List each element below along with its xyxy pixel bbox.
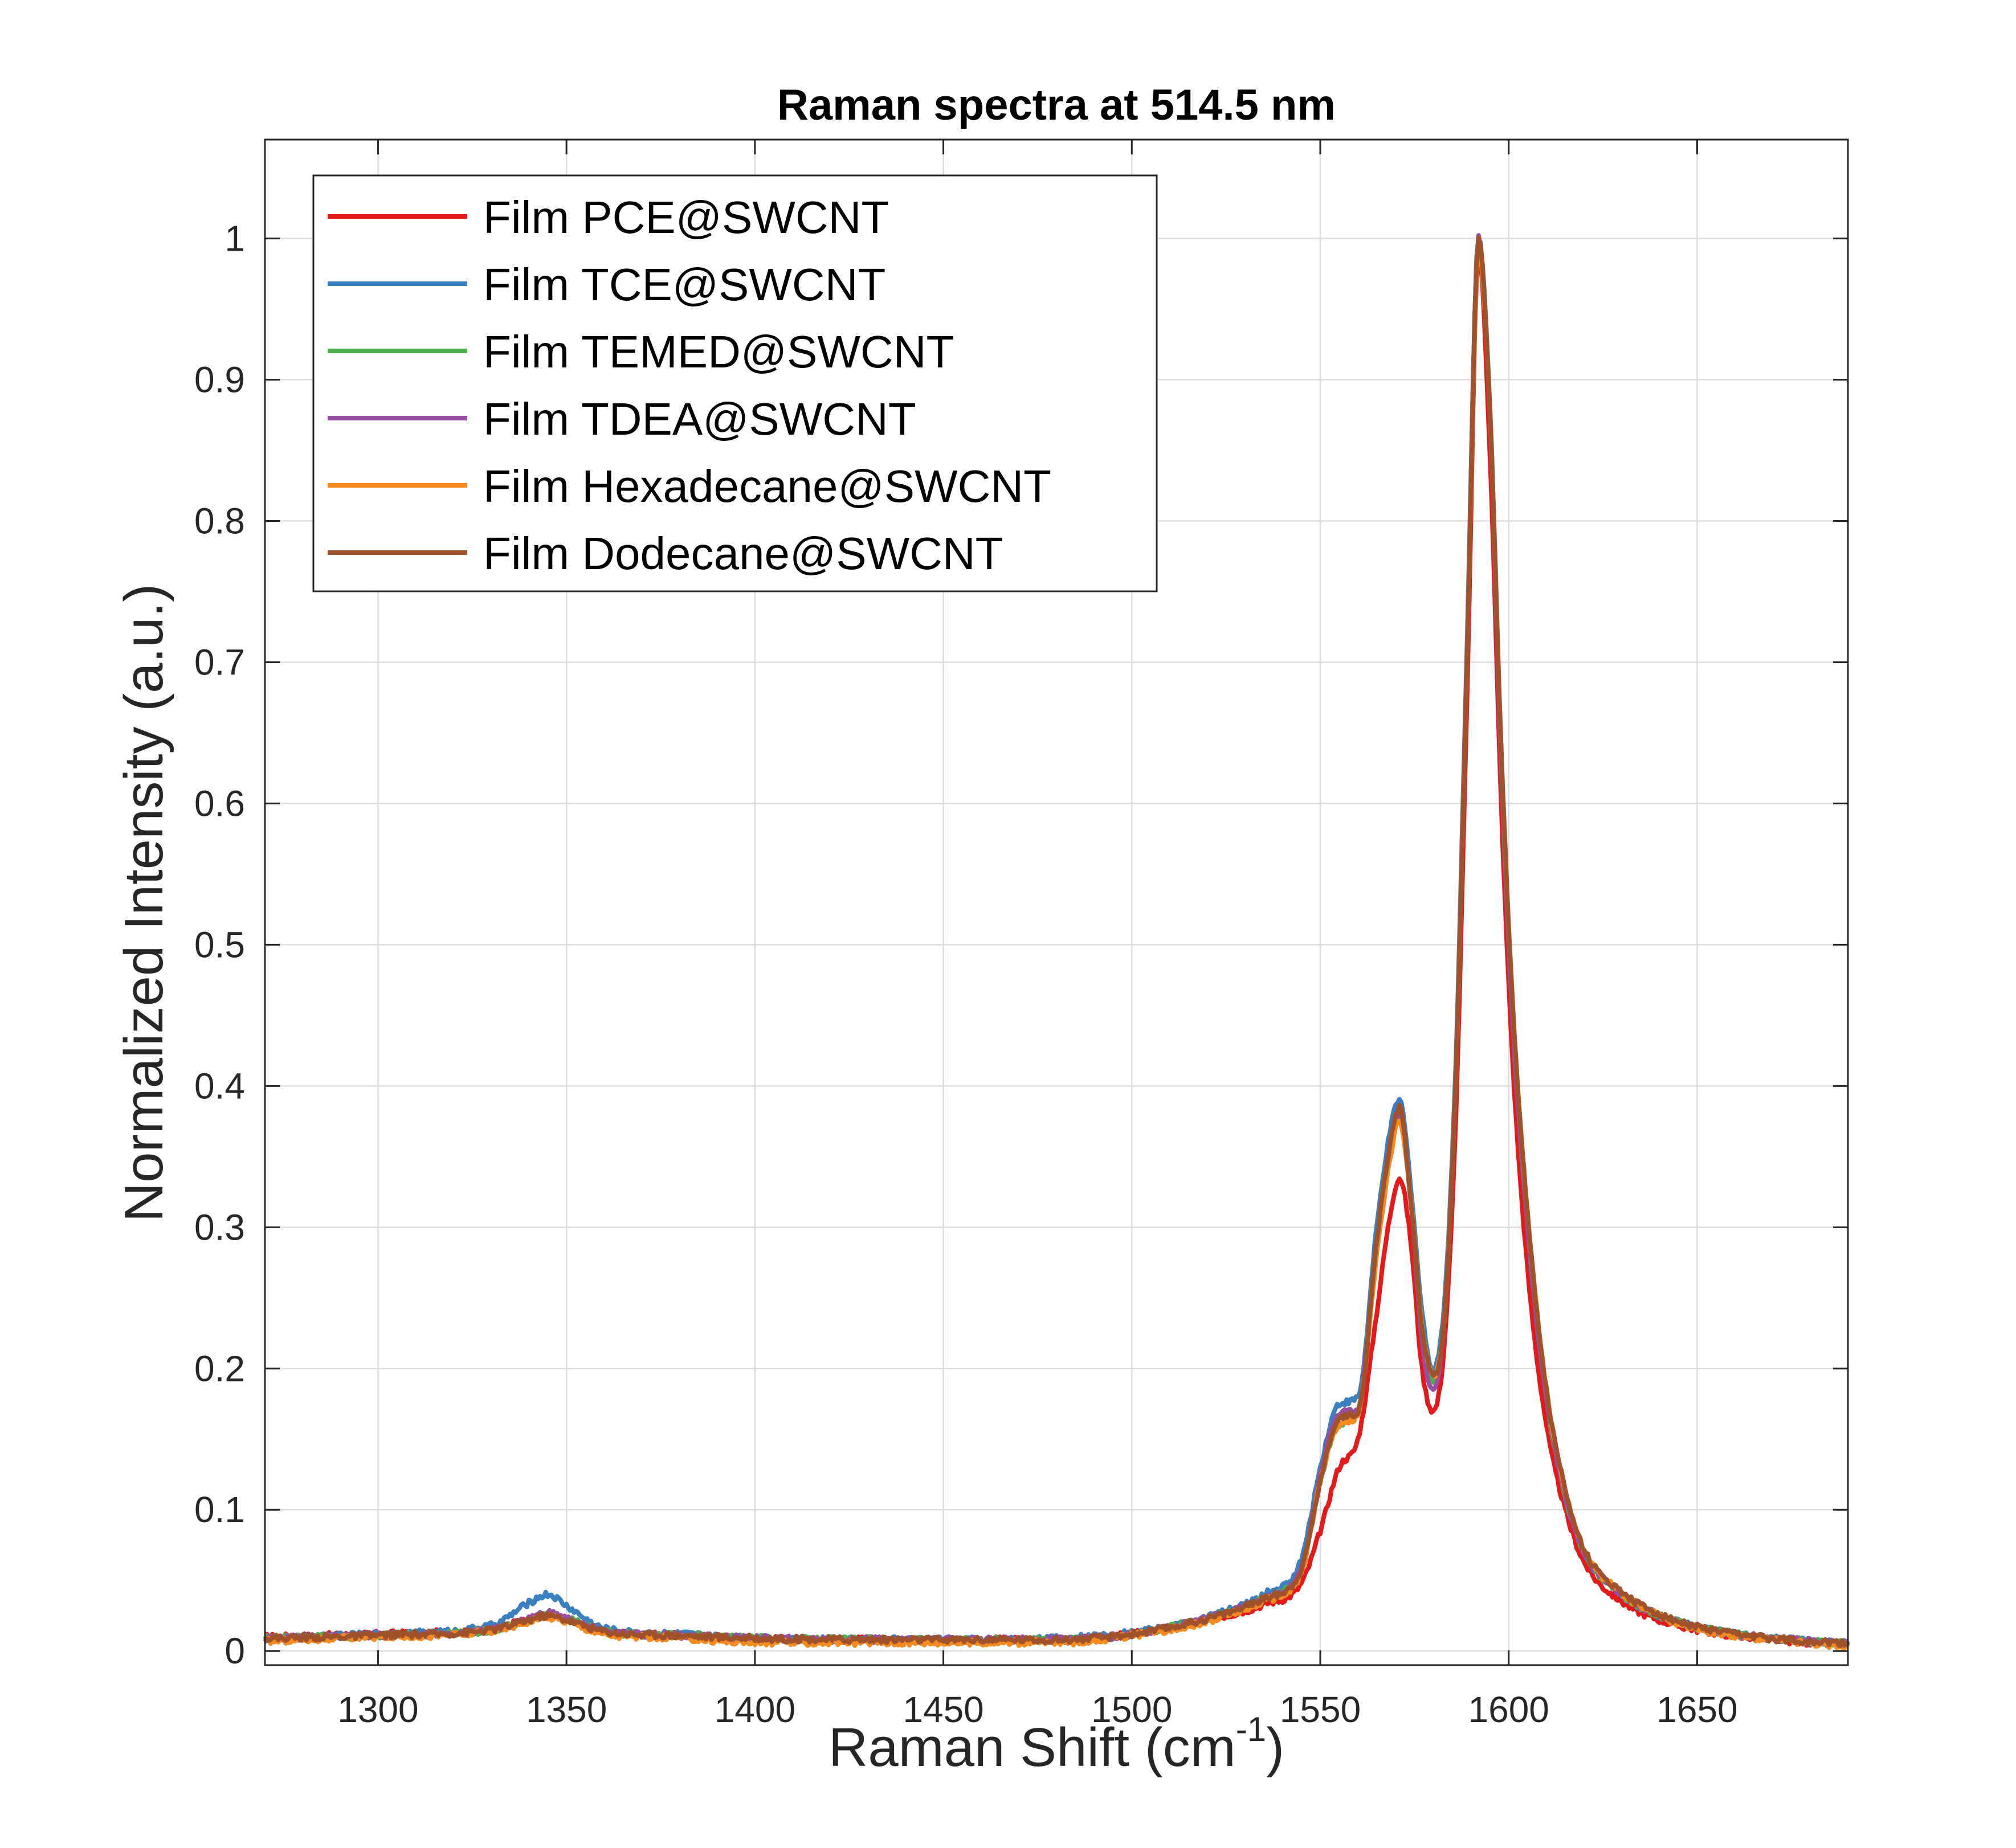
y-tick-label: 0.9 (194, 359, 245, 400)
legend-item: Film Dodecane@SWCNT (328, 528, 1003, 579)
y-tick-label: 0.1 (194, 1489, 245, 1530)
x-tick-label: 1550 (1280, 1689, 1361, 1730)
legend-label: Film TCE@SWCNT (483, 259, 885, 310)
y-tick-label: 0.6 (194, 783, 245, 824)
series-lines (263, 233, 1850, 1651)
y-tick-label: 1 (225, 218, 245, 259)
x-tick-label: 1300 (337, 1689, 418, 1730)
y-tick-label: 0.5 (194, 924, 245, 965)
x-tick-label: 1500 (1091, 1689, 1172, 1730)
legend-item: Film TEMED@SWCNT (328, 326, 954, 377)
y-tick-label: 0.7 (194, 641, 245, 682)
legend-label: Film Hexadecane@SWCNT (483, 461, 1051, 512)
legend-item: Film TDEA@SWCNT (328, 394, 916, 444)
axis-ticks (265, 140, 1848, 1665)
x-axis-label-main: Raman Shift (cm (829, 1717, 1236, 1778)
x-tick-label: 1600 (1468, 1689, 1549, 1730)
axis-tick-labels: 1300 1350 1400 1450 1500 1550 1600 1650 0 0.1 0.2 0… (194, 218, 1738, 1730)
chart-title: Raman spectra at 514.5 nm (777, 81, 1336, 129)
y-tick-label: 0 (225, 1630, 245, 1671)
x-tick-label: 1650 (1656, 1689, 1737, 1730)
x-tick-label: 1400 (715, 1689, 795, 1730)
legend-item: Film Hexadecane@SWCNT (328, 461, 1051, 512)
legend-box (312, 174, 1158, 592)
series-line-film-dodecane-swcnt (263, 235, 1850, 1649)
x-tick-label: 1350 (526, 1689, 607, 1730)
x-axis-label-suffix: ) (1266, 1717, 1284, 1778)
x-axis-label-superscript: -1 (1236, 1710, 1266, 1748)
legend-label: Film PCE@SWCNT (483, 192, 889, 243)
y-axis-label: Normalized Intensity (a.u.) (113, 584, 174, 1222)
legend-entries: Film PCE@SWCNT Film TCE@SWCNT Film TEMED@S… (328, 192, 1051, 579)
y-tick-label: 0.8 (194, 501, 245, 542)
legend-label: Film TDEA@SWCNT (483, 394, 916, 444)
legend-item: Film PCE@SWCNT (328, 192, 889, 243)
plot-frame (264, 138, 1849, 1666)
legend: Film PCE@SWCNT Film TCE@SWCNT Film TEMED@S… (312, 174, 1158, 592)
legend-label: Film Dodecane@SWCNT (483, 528, 1003, 579)
legend-item: Film TCE@SWCNT (328, 259, 885, 310)
y-tick-label: 0.3 (194, 1207, 245, 1248)
x-tick-label: 1450 (903, 1689, 983, 1730)
x-axis-label: Raman Shift (cm-1) (829, 1710, 1284, 1778)
y-tick-label: 0.2 (194, 1348, 245, 1389)
legend-label: Film TEMED@SWCNT (483, 326, 954, 377)
y-tick-label: 0.4 (194, 1065, 245, 1106)
